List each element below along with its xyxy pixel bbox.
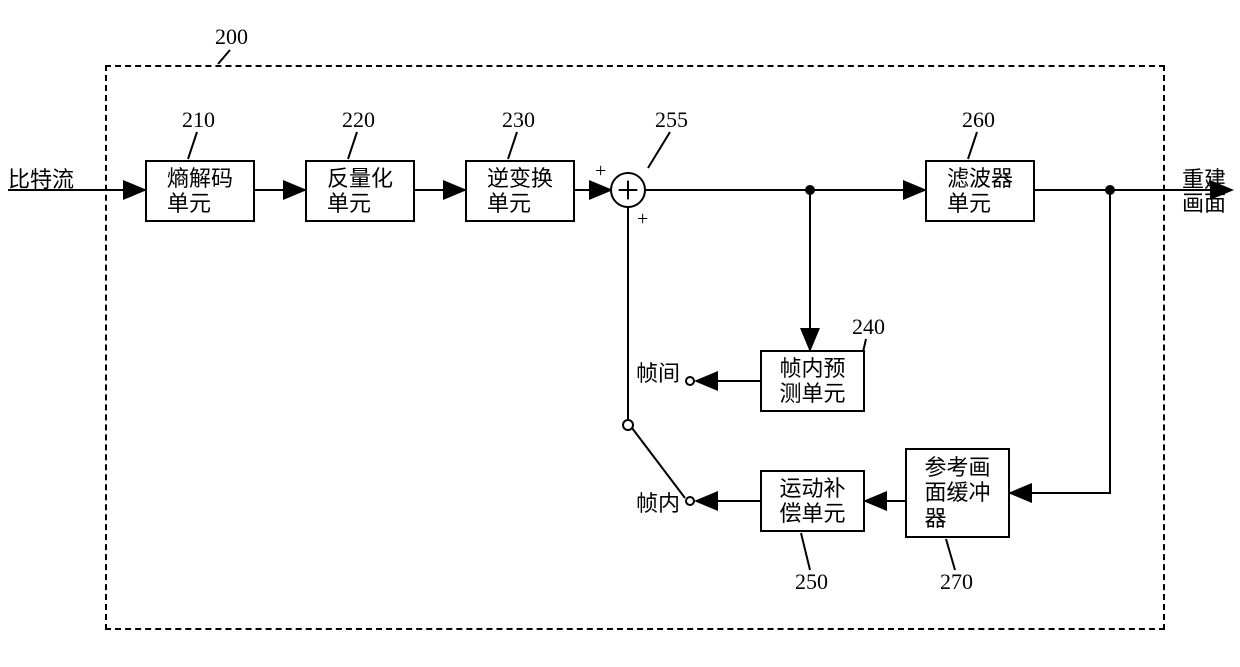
- block-210: 熵解码 单元: [145, 160, 255, 222]
- plus-bottom: +: [637, 208, 648, 230]
- decoder-container: [105, 65, 1165, 630]
- ref-210: 210: [182, 108, 215, 132]
- ref-220: 220: [342, 108, 375, 132]
- ref-255: 255: [655, 108, 688, 132]
- output-label: 重建 画面: [1182, 168, 1226, 216]
- ref-240: 240: [852, 315, 885, 339]
- block-250: 运动补 偿单元: [760, 470, 865, 532]
- ref-230: 230: [502, 108, 535, 132]
- switch-intra-label: 帧内: [636, 492, 680, 516]
- block-270: 参考画 面缓冲 器: [905, 448, 1010, 538]
- block-240: 帧内预 测单元: [760, 350, 865, 412]
- block-270-label: 参考画 面缓冲 器: [924, 455, 990, 531]
- block-230: 逆变换 单元: [465, 160, 575, 222]
- switch-inter-label: 帧间: [636, 362, 680, 386]
- block-220: 反量化 单元: [305, 160, 415, 222]
- ref-260: 260: [962, 108, 995, 132]
- input-label: 比特流: [8, 168, 74, 192]
- ref-200: 200: [215, 25, 248, 49]
- diagram-canvas: 比特流 重建 画面 200 + +255 帧间帧内 210 220 230 260 240 250 27…: [0, 0, 1240, 667]
- block-220-label: 反量化 单元: [327, 166, 393, 217]
- block-230-label: 逆变换 单元: [487, 166, 553, 217]
- block-210-label: 熵解码 单元: [167, 166, 233, 217]
- ref-250: 250: [795, 570, 828, 594]
- block-260: 滤波器 单元: [925, 160, 1035, 222]
- plus-left: +: [595, 160, 606, 182]
- block-250-label: 运动补 偿单元: [779, 476, 845, 527]
- ref-270: 270: [940, 570, 973, 594]
- block-260-label: 滤波器 单元: [947, 166, 1013, 217]
- block-240-label: 帧内预 测单元: [779, 356, 845, 407]
